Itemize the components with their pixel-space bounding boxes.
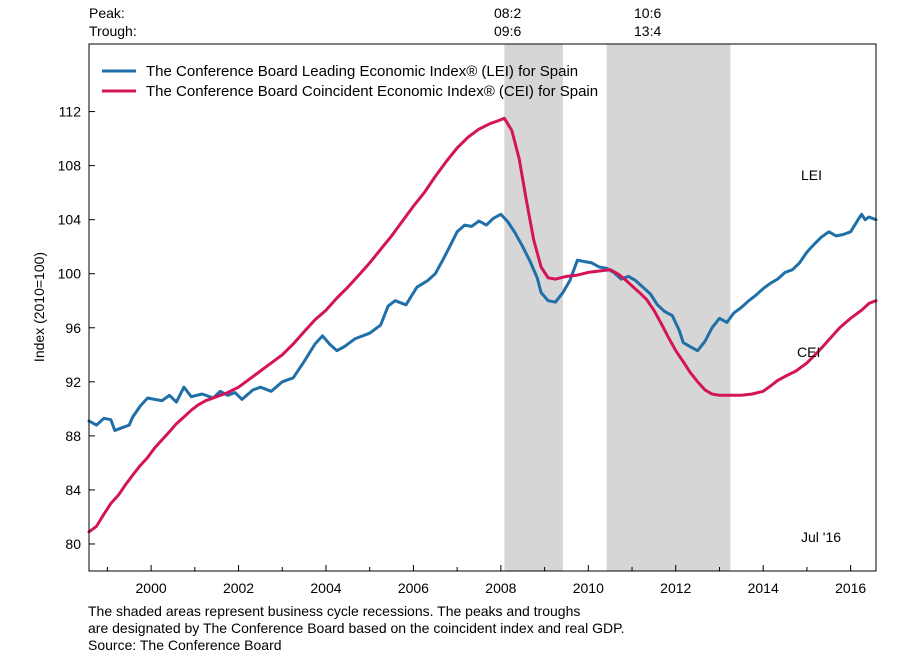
y-tick-label-96: 96 (65, 320, 81, 336)
peak-label: Peak: (89, 5, 125, 21)
y-tick-label-104: 104 (58, 212, 82, 228)
line-chart: 80 84 88 92 96 100 104 108 112 2000 2002 2004 2006 20… (31, 43, 878, 596)
y-tick-label-88: 88 (65, 428, 81, 444)
peak-date-1: 08:2 (494, 5, 522, 21)
footnote-line-2: are designated by The Conference Board b… (88, 620, 625, 636)
series-line-cei (87, 116, 878, 534)
y-tick-label-80: 80 (65, 536, 81, 552)
x-tick-label-2008: 2008 (485, 580, 516, 596)
x-tick-label-2000: 2000 (136, 580, 167, 596)
series-line-lei (87, 212, 878, 432)
recession-band-1 (504, 44, 563, 571)
x-tick-label-2014: 2014 (748, 580, 779, 596)
y-tick-label-92: 92 (65, 374, 81, 390)
trough-date-1: 09:6 (494, 23, 522, 39)
series-tag-cei: CEI (797, 344, 820, 360)
x-tick-label-2002: 2002 (223, 580, 254, 596)
peak-date-2: 10:6 (634, 5, 662, 21)
plot-frame (88, 43, 877, 572)
y-tick-label-84: 84 (65, 482, 81, 498)
y-axis-title: Index (2010=100) (31, 252, 47, 362)
y-tick-label-112: 112 (59, 104, 82, 120)
trough-label: Trough: (89, 23, 137, 39)
footnote-line-1: The shaded areas represent business cycl… (88, 603, 581, 619)
x-tick-label-2016: 2016 (835, 580, 866, 596)
series-tag-lei: LEI (801, 167, 822, 183)
legend-label-cei: The Conference Board Coincident Economic… (146, 83, 598, 100)
recession-band-2 (606, 44, 731, 571)
trough-date-2: 13:4 (634, 23, 662, 39)
footnote-source: Source: The Conference Board (88, 637, 282, 653)
x-tick-label-2006: 2006 (398, 580, 429, 596)
x-tick-label-2004: 2004 (310, 580, 341, 596)
date-note: Jul '16 (801, 529, 841, 545)
x-tick-label-2010: 2010 (573, 580, 604, 596)
legend: The Conference Board Leading Economic In… (102, 63, 598, 100)
y-tick-label-100: 100 (58, 266, 82, 282)
legend-label-lei: The Conference Board Leading Economic In… (146, 63, 578, 80)
x-tick-label-2012: 2012 (660, 580, 691, 596)
y-tick-label-108: 108 (58, 158, 82, 174)
